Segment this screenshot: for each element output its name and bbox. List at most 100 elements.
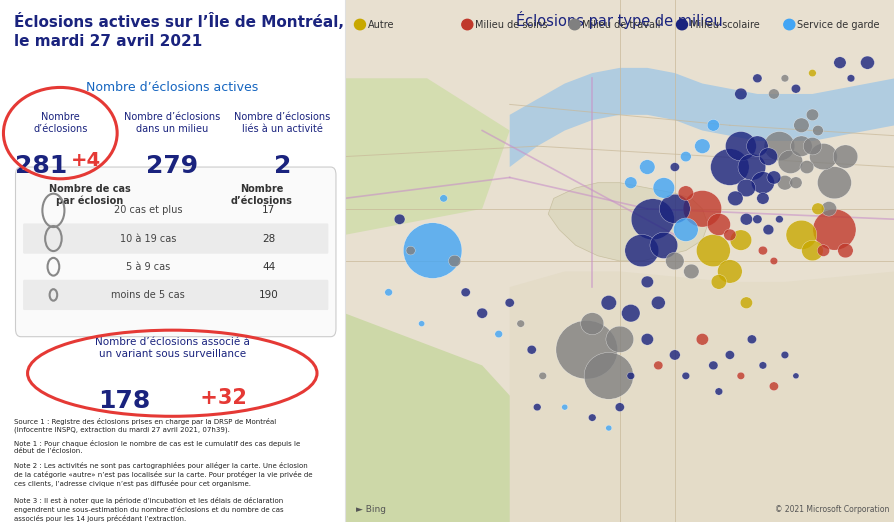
Text: Éclosions actives sur l’Île de Montréal,
le mardi 27 avril 2021: Éclosions actives sur l’Île de Montréal,… (13, 13, 343, 49)
Text: Milieu de travail: Milieu de travail (582, 19, 660, 30)
Circle shape (679, 151, 690, 162)
Circle shape (714, 388, 722, 395)
Circle shape (696, 234, 730, 267)
Circle shape (805, 109, 818, 121)
Circle shape (758, 362, 766, 369)
Text: 44: 44 (262, 262, 275, 272)
Circle shape (639, 160, 654, 174)
Circle shape (516, 320, 524, 327)
Circle shape (659, 194, 689, 223)
Circle shape (766, 171, 780, 184)
Polygon shape (510, 271, 894, 522)
Circle shape (739, 297, 752, 309)
Text: Note 3 : Il est à noter que la période d’incubation et les délais de déclaration: Note 3 : Il est à noter que la période d… (13, 497, 283, 521)
Text: Milieu de soins: Milieu de soins (475, 19, 547, 30)
Text: 28: 28 (262, 233, 275, 244)
Circle shape (649, 232, 677, 258)
Text: Éclosions par type de milieu: Éclosions par type de milieu (516, 11, 722, 29)
Text: Source 1 : Registre des éclosions prises en charge par la DRSP de Montréal
(Info: Source 1 : Registre des éclosions prises… (13, 418, 275, 433)
Circle shape (768, 89, 779, 99)
Circle shape (757, 246, 767, 255)
Circle shape (736, 372, 744, 379)
Circle shape (777, 150, 802, 173)
Text: Note 1 : Pour chaque éclosion le nombre de cas est le cumulatif des cas depuis l: Note 1 : Pour chaque éclosion le nombre … (13, 440, 299, 454)
Circle shape (624, 234, 658, 267)
Circle shape (393, 214, 405, 224)
Circle shape (683, 264, 698, 279)
Circle shape (776, 175, 792, 190)
Circle shape (775, 216, 782, 223)
Circle shape (730, 230, 751, 251)
Text: Service de garde: Service de garde (797, 19, 879, 30)
Circle shape (706, 120, 719, 131)
Circle shape (527, 346, 536, 354)
Circle shape (605, 425, 611, 431)
Circle shape (833, 57, 845, 68)
Text: 2: 2 (274, 154, 291, 178)
Circle shape (614, 403, 624, 411)
Circle shape (792, 373, 798, 379)
Circle shape (790, 85, 799, 93)
Circle shape (746, 335, 755, 343)
Circle shape (763, 224, 773, 235)
Circle shape (676, 19, 687, 30)
Circle shape (439, 195, 447, 202)
Text: 10 à 19 cas: 10 à 19 cas (120, 233, 176, 244)
Circle shape (653, 361, 662, 370)
Circle shape (746, 136, 767, 157)
Circle shape (682, 191, 721, 227)
Circle shape (533, 404, 541, 411)
Circle shape (816, 245, 829, 256)
Circle shape (601, 295, 616, 310)
Circle shape (739, 213, 752, 225)
Circle shape (802, 137, 821, 155)
Text: 279: 279 (146, 154, 198, 178)
Circle shape (756, 193, 768, 204)
Text: 178: 178 (97, 389, 150, 413)
Circle shape (752, 215, 761, 223)
Circle shape (780, 75, 788, 82)
Circle shape (708, 361, 717, 370)
Circle shape (681, 372, 689, 379)
Circle shape (620, 304, 639, 322)
Circle shape (793, 118, 808, 133)
Circle shape (758, 148, 777, 165)
Text: +32: +32 (193, 388, 247, 408)
Circle shape (734, 88, 746, 100)
Text: 190: 190 (258, 290, 278, 300)
Circle shape (640, 334, 653, 345)
Circle shape (769, 257, 777, 265)
Circle shape (569, 19, 579, 30)
Circle shape (651, 296, 664, 310)
Circle shape (461, 19, 472, 30)
Circle shape (406, 246, 415, 255)
Text: Nombre d’éclosions
dans un milieu: Nombre d’éclosions dans un milieu (124, 112, 220, 134)
Circle shape (812, 209, 855, 250)
Text: 5 à 9 cas: 5 à 9 cas (126, 262, 170, 272)
Circle shape (807, 69, 815, 77)
Circle shape (670, 163, 679, 171)
Circle shape (630, 199, 674, 240)
Circle shape (494, 330, 502, 338)
Polygon shape (548, 183, 707, 261)
Circle shape (725, 132, 755, 161)
Circle shape (723, 229, 735, 241)
Circle shape (706, 213, 730, 235)
Circle shape (640, 276, 653, 288)
Circle shape (584, 352, 633, 399)
Text: Nombre d’éclosions
liés à un activité: Nombre d’éclosions liés à un activité (234, 112, 330, 134)
Circle shape (711, 275, 726, 289)
Circle shape (821, 201, 836, 216)
Circle shape (626, 372, 634, 379)
Polygon shape (344, 313, 553, 522)
Polygon shape (344, 78, 510, 235)
Circle shape (816, 167, 850, 199)
Text: Nombre d’éclosions actives: Nombre d’éclosions actives (86, 81, 258, 94)
Circle shape (752, 74, 761, 82)
Circle shape (561, 404, 567, 410)
Circle shape (769, 382, 778, 390)
Text: Nombre d’éclosions associé à
un variant sous surveillance: Nombre d’éclosions associé à un variant … (95, 337, 249, 359)
FancyBboxPatch shape (23, 280, 328, 310)
Text: 20 cas et plus: 20 cas et plus (114, 205, 182, 216)
Text: Nombre
d’éclosions: Nombre d’éclosions (33, 112, 88, 134)
